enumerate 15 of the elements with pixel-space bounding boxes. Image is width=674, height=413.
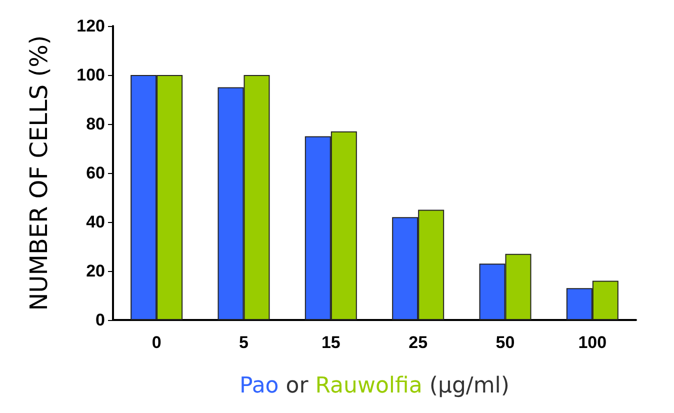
y-tick-label: 80 bbox=[86, 114, 105, 134]
y-tick-label: 20 bbox=[86, 262, 105, 280]
x-tick-label: 0 bbox=[152, 333, 162, 352]
y-tick-label: 60 bbox=[86, 164, 105, 182]
x-tick-label: 100 bbox=[578, 333, 607, 352]
x-tick-label: 50 bbox=[496, 333, 515, 352]
x-tick-label: 5 bbox=[239, 333, 248, 352]
y-tick-label: 40 bbox=[86, 212, 105, 232]
y-axis-title: NUMBER OF CELLS (%) bbox=[25, 35, 53, 311]
x-axis-title: Pao or Rauwolfia (µg/ml) bbox=[240, 374, 510, 398]
y-tick-label: 100 bbox=[76, 66, 105, 84]
y-tick-label: 120 bbox=[76, 16, 105, 36]
x-tick-label: 15 bbox=[321, 333, 340, 352]
y-tick-label: 0 bbox=[96, 310, 105, 330]
x-tick-label: 25 bbox=[408, 333, 428, 352]
